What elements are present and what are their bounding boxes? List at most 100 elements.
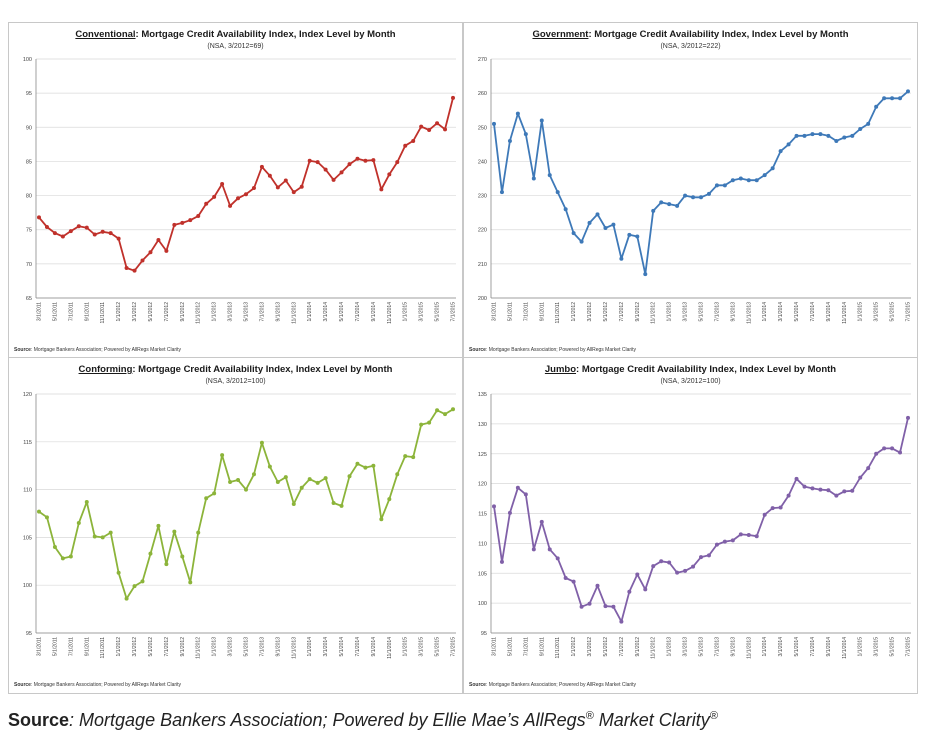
x-tick-label: 11/1/2012 [651,637,657,659]
data-point [148,250,153,255]
data-point [507,510,512,515]
data-point [339,503,344,508]
x-tick-label: 7/1/2011 [523,302,529,321]
data-point [37,215,41,220]
x-tick-label: 11/1/2011 [100,302,106,324]
data-point [699,195,703,200]
data-point [882,446,887,451]
data-point [651,208,656,213]
data-point [108,231,113,236]
data-point [299,485,304,490]
x-tick-label: 7/1/2014 [355,637,361,657]
data-point [124,596,129,601]
data-point [315,480,320,485]
x-tick-label: 9/1/2014 [371,637,377,657]
data-point [379,187,384,192]
data-point [44,224,49,229]
x-tick-label: 7/1/2015 [451,302,457,322]
data-point [874,451,879,456]
data-point [395,472,400,477]
data-point [714,183,719,188]
data-point [164,248,169,253]
x-tick-label: 9/1/2013 [275,637,281,657]
x-tick-label: 3/1/2015 [874,302,880,322]
x-tick-label: 3/1/2015 [419,637,425,657]
x-tick-label: 3/1/2013 [683,637,689,657]
x-tick-label: 3/1/2015 [419,302,425,322]
data-point [37,509,41,514]
x-tick-label: 1/1/2012 [116,637,122,657]
data-point [818,487,823,492]
chart-source-text: : Mortgage Bankers Association; Powered … [30,682,182,688]
x-tick-label: 5/1/2012 [148,302,154,322]
y-tick-label: 135 [478,392,487,398]
data-point [403,143,408,148]
data-point [100,535,105,540]
y-tick-label: 90 [26,125,32,131]
data-point [898,450,903,455]
data-point [188,218,193,223]
data-point [818,132,823,137]
x-tick-label: 9/1/2014 [826,637,832,657]
data-point [834,493,839,498]
x-tick-label: 1/1/2015 [858,302,864,322]
data-point [858,475,863,480]
data-point [587,601,592,606]
x-tick-label: 11/1/2011 [555,637,561,659]
data-point [826,133,831,138]
data-point [619,256,624,261]
data-point [770,506,775,511]
x-tick-label: 3/1/2012 [587,302,593,322]
x-tick-label: 11/1/2012 [651,302,657,324]
data-point [347,162,352,167]
data-point [706,191,711,196]
data-point [810,132,815,137]
data-point [251,472,256,477]
x-tick-label: 1/1/2013 [212,637,218,657]
data-point [635,234,640,239]
data-point [499,559,504,564]
x-tick-label: 5/1/2012 [148,637,154,657]
data-point [275,185,280,190]
chart-title-rest: : Mortgage Credit Availability Index, In… [135,29,396,40]
x-tick-label: 1/1/2015 [858,637,864,657]
data-point [267,173,272,178]
data-point [132,584,137,589]
data-point [563,207,568,212]
y-tick-label: 125 [478,452,487,458]
x-tick-label: 3/1/2011 [37,637,43,656]
data-point [555,556,560,561]
y-tick-label: 110 [478,541,487,547]
x-tick-label: 7/1/2015 [906,637,912,657]
x-tick-label: 9/1/2014 [826,302,832,322]
data-point [204,496,209,501]
x-tick-label: 9/1/2011 [84,637,90,656]
data-point [443,412,448,417]
data-point [124,265,129,270]
data-point [730,178,735,183]
x-tick-label: 7/1/2013 [259,637,265,657]
x-tick-label: 7/1/2015 [451,637,457,657]
registered-mark: ® [585,710,594,722]
jumbo-chart-panel: 95 100 105 110 115 120 125 130 135 3/1/2011 5/1/20… [463,357,918,694]
data-point [659,200,664,205]
chart-source-label: Source [14,682,31,688]
data-point [563,576,568,581]
data-point [754,534,759,539]
footer-source-text-2: Market Clarity [593,710,710,730]
chart-title-keyword: Conventional [75,29,136,40]
data-point [722,539,727,544]
data-point [427,128,432,133]
data-point [611,222,616,227]
x-tick-label: 7/1/2012 [164,302,170,322]
data-point [291,501,296,506]
data-point [786,142,791,147]
data-point [331,177,336,182]
data-point [236,478,241,483]
footer-source-label: Source [8,710,70,730]
y-tick-label: 115 [478,512,487,518]
data-point [60,234,65,239]
data-point [651,564,656,569]
data-point [882,96,887,101]
government-chart-panel: 200 210 220 230 240 250 260 270 3/1/2011 5/1/2011… [463,22,918,359]
